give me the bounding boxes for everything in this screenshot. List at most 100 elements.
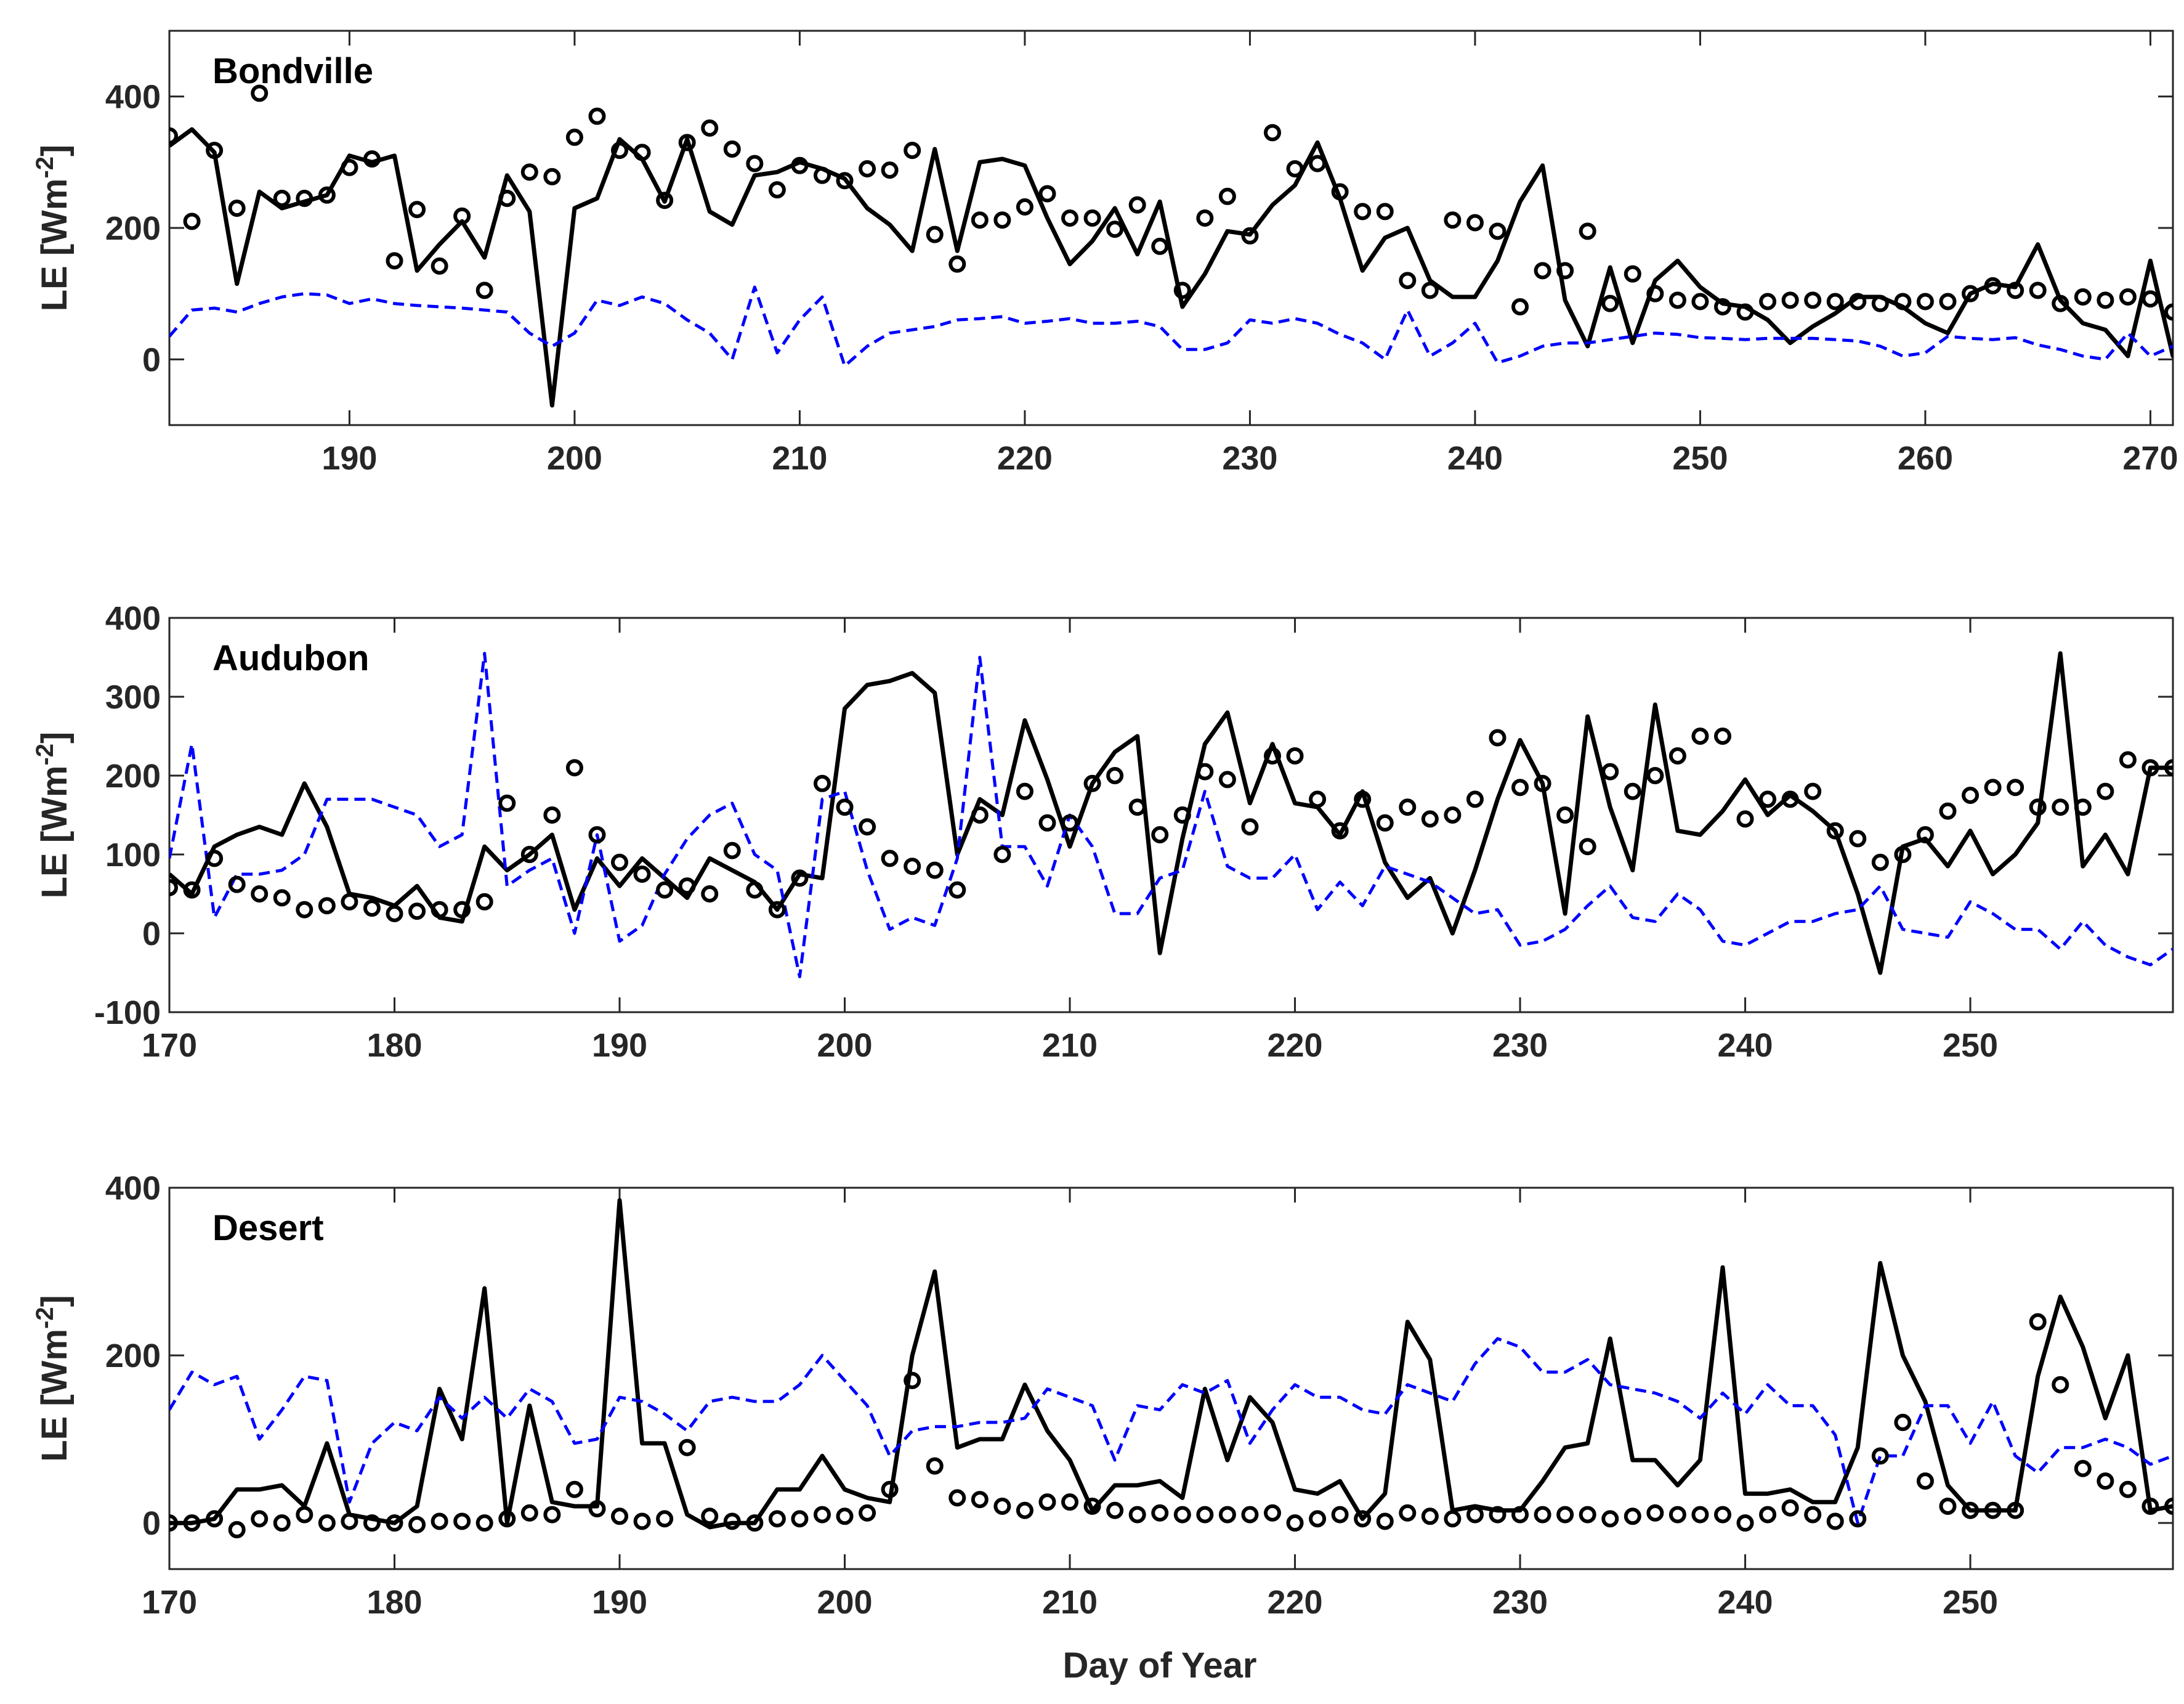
- bondville-obs-point: [1309, 155, 1327, 172]
- bondville-obs-point: [1939, 293, 1957, 310]
- desert-obs-point: [588, 1500, 606, 1518]
- desert-obs-point: [1826, 1512, 1844, 1530]
- bondville-obs-point: [1601, 294, 1619, 312]
- bondville-obs-point: [2119, 288, 2137, 306]
- audubon-obs-point: [341, 893, 358, 911]
- bondville-obs-point: [1241, 227, 1259, 245]
- audubon-obs-point: [1354, 790, 1372, 808]
- desert-obs-point: [1962, 1501, 1980, 1519]
- desert-obs-point: [2029, 1313, 2047, 1331]
- desert-obs-point: [611, 1507, 629, 1525]
- desert-y-axis-label: LE [Wm-2]: [31, 1295, 75, 1462]
- audubon-obs-point: [228, 875, 246, 893]
- audubon-obs-point: [971, 806, 989, 824]
- desert-obs-point: [2097, 1472, 2114, 1490]
- bondville-obs-point: [453, 207, 471, 225]
- bondville-obs-point: [1466, 214, 1484, 232]
- panel-audubon: 170 180 190 200 210 220 230 240 250 -100 0 100 200 30…: [31, 600, 2174, 1064]
- desert-plot-frame: [168, 1187, 2174, 1570]
- audubon-obs-point: [768, 901, 786, 919]
- bondville-obs-point: [1173, 282, 1191, 299]
- desert-obs-point: [1624, 1507, 1641, 1525]
- audubon-obs-point: [1399, 798, 1417, 816]
- audubon-obs-point: [633, 866, 651, 883]
- bondville-obs-point: [475, 282, 493, 299]
- desert-obs-point: [1871, 1447, 1889, 1465]
- audubon-obs-point: [813, 774, 831, 792]
- audubon-ytick-label: -100: [94, 994, 161, 1031]
- bondville-obs-point: [678, 134, 696, 152]
- bondville-obs-point: [1984, 277, 2002, 294]
- desert-obs-point: [1466, 1506, 1484, 1523]
- desert-xtick-label: 230: [1492, 1584, 1548, 1621]
- bondville-obs-point: [611, 142, 629, 160]
- bondville-obs-point: [1781, 291, 1799, 309]
- desert-obs-point: [656, 1510, 674, 1528]
- desert-xtick-label: 210: [1042, 1584, 1098, 1621]
- audubon-obs-point: [2029, 798, 2047, 816]
- bondville-panel-title: Bondville: [212, 51, 373, 91]
- audubon-obs-point: [1218, 771, 1236, 789]
- bondville-obs-point: [1151, 237, 1169, 255]
- bondville-ytick-label: 200: [105, 210, 161, 247]
- desert-obs-point: [1489, 1506, 1507, 1523]
- bondville-obs-point: [1916, 293, 1934, 310]
- audubon-xtick-label: 230: [1492, 1027, 1548, 1064]
- bondville-obs-point: [1894, 293, 1912, 310]
- desert-xtick-label: 220: [1267, 1584, 1322, 1621]
- desert-obs-point: [169, 1514, 178, 1532]
- desert-xtick-label: 250: [1943, 1584, 1998, 1621]
- desert-obs-point: [1016, 1501, 1033, 1519]
- bondville-obs-point: [2007, 282, 2024, 299]
- audubon-obs-point: [948, 881, 966, 899]
- desert-obs-point: [1713, 1506, 1731, 1523]
- bondville-obs-point: [1376, 203, 1394, 221]
- bondville-obs-point: [859, 160, 876, 177]
- bondville-obs-point: [1511, 298, 1529, 315]
- desert-xtick-label: 190: [592, 1584, 647, 1621]
- desert-xtick-label: 170: [142, 1584, 197, 1621]
- bondville-obs-point: [1804, 291, 1822, 309]
- desert-obs-point: [520, 1504, 538, 1522]
- desert-obs-point: [1691, 1506, 1709, 1523]
- audubon-obs-point: [1579, 838, 1596, 856]
- audubon-obs-point: [1196, 763, 1214, 781]
- audubon-obs-point: [791, 869, 809, 887]
- desert-obs-point: [1646, 1504, 1664, 1522]
- audubon-obs-point: [1241, 818, 1259, 836]
- desert-ytick-label: 0: [142, 1505, 161, 1542]
- audubon-obs-point: [2142, 759, 2159, 777]
- audubon-obs-point: [2097, 782, 2114, 800]
- desert-obs-point: [1916, 1472, 1934, 1490]
- desert-obs-point: [2074, 1459, 2092, 1477]
- bondville-obs-point: [723, 140, 741, 158]
- bondville-obs-point: [2052, 294, 2069, 312]
- desert-obs-point: [1849, 1510, 1867, 1528]
- audubon-ytick-label: 400: [105, 600, 161, 637]
- bondville-obs-point: [1263, 124, 1281, 142]
- audubon-obs-point: [183, 881, 201, 899]
- desert-obs-point: [859, 1504, 876, 1522]
- audubon-obs-point: [1781, 790, 1799, 808]
- desert-xtick-label: 240: [1717, 1584, 1773, 1621]
- bondville-obs-point: [2164, 303, 2173, 321]
- bondville-obs-point: [341, 158, 358, 176]
- audubon-obs-point: [859, 818, 876, 836]
- bondville-obs-point: [1736, 303, 1754, 321]
- bondville-obs-point: [520, 163, 538, 181]
- bondville-obs-point: [1286, 160, 1304, 177]
- audubon-model-line: [169, 651, 2173, 975]
- bondville-obs-point: [701, 119, 719, 137]
- bondville-obs-point: [993, 211, 1011, 229]
- audubon-obs-point: [2074, 798, 2092, 816]
- bondville-obs-point: [1218, 187, 1236, 205]
- audubon-obs-point: [746, 881, 764, 899]
- audubon-obs-point: [611, 853, 629, 871]
- bondville-xtick-label: 270: [2122, 440, 2178, 477]
- audubon-obs-point: [1489, 729, 1507, 747]
- audubon-obs-point: [1331, 822, 1349, 840]
- audubon-xtick-label: 220: [1267, 1027, 1322, 1064]
- audubon-plot-frame: [168, 617, 2174, 1013]
- desert-obs-point: [1061, 1493, 1079, 1511]
- desert-obs-point: [1286, 1514, 1304, 1532]
